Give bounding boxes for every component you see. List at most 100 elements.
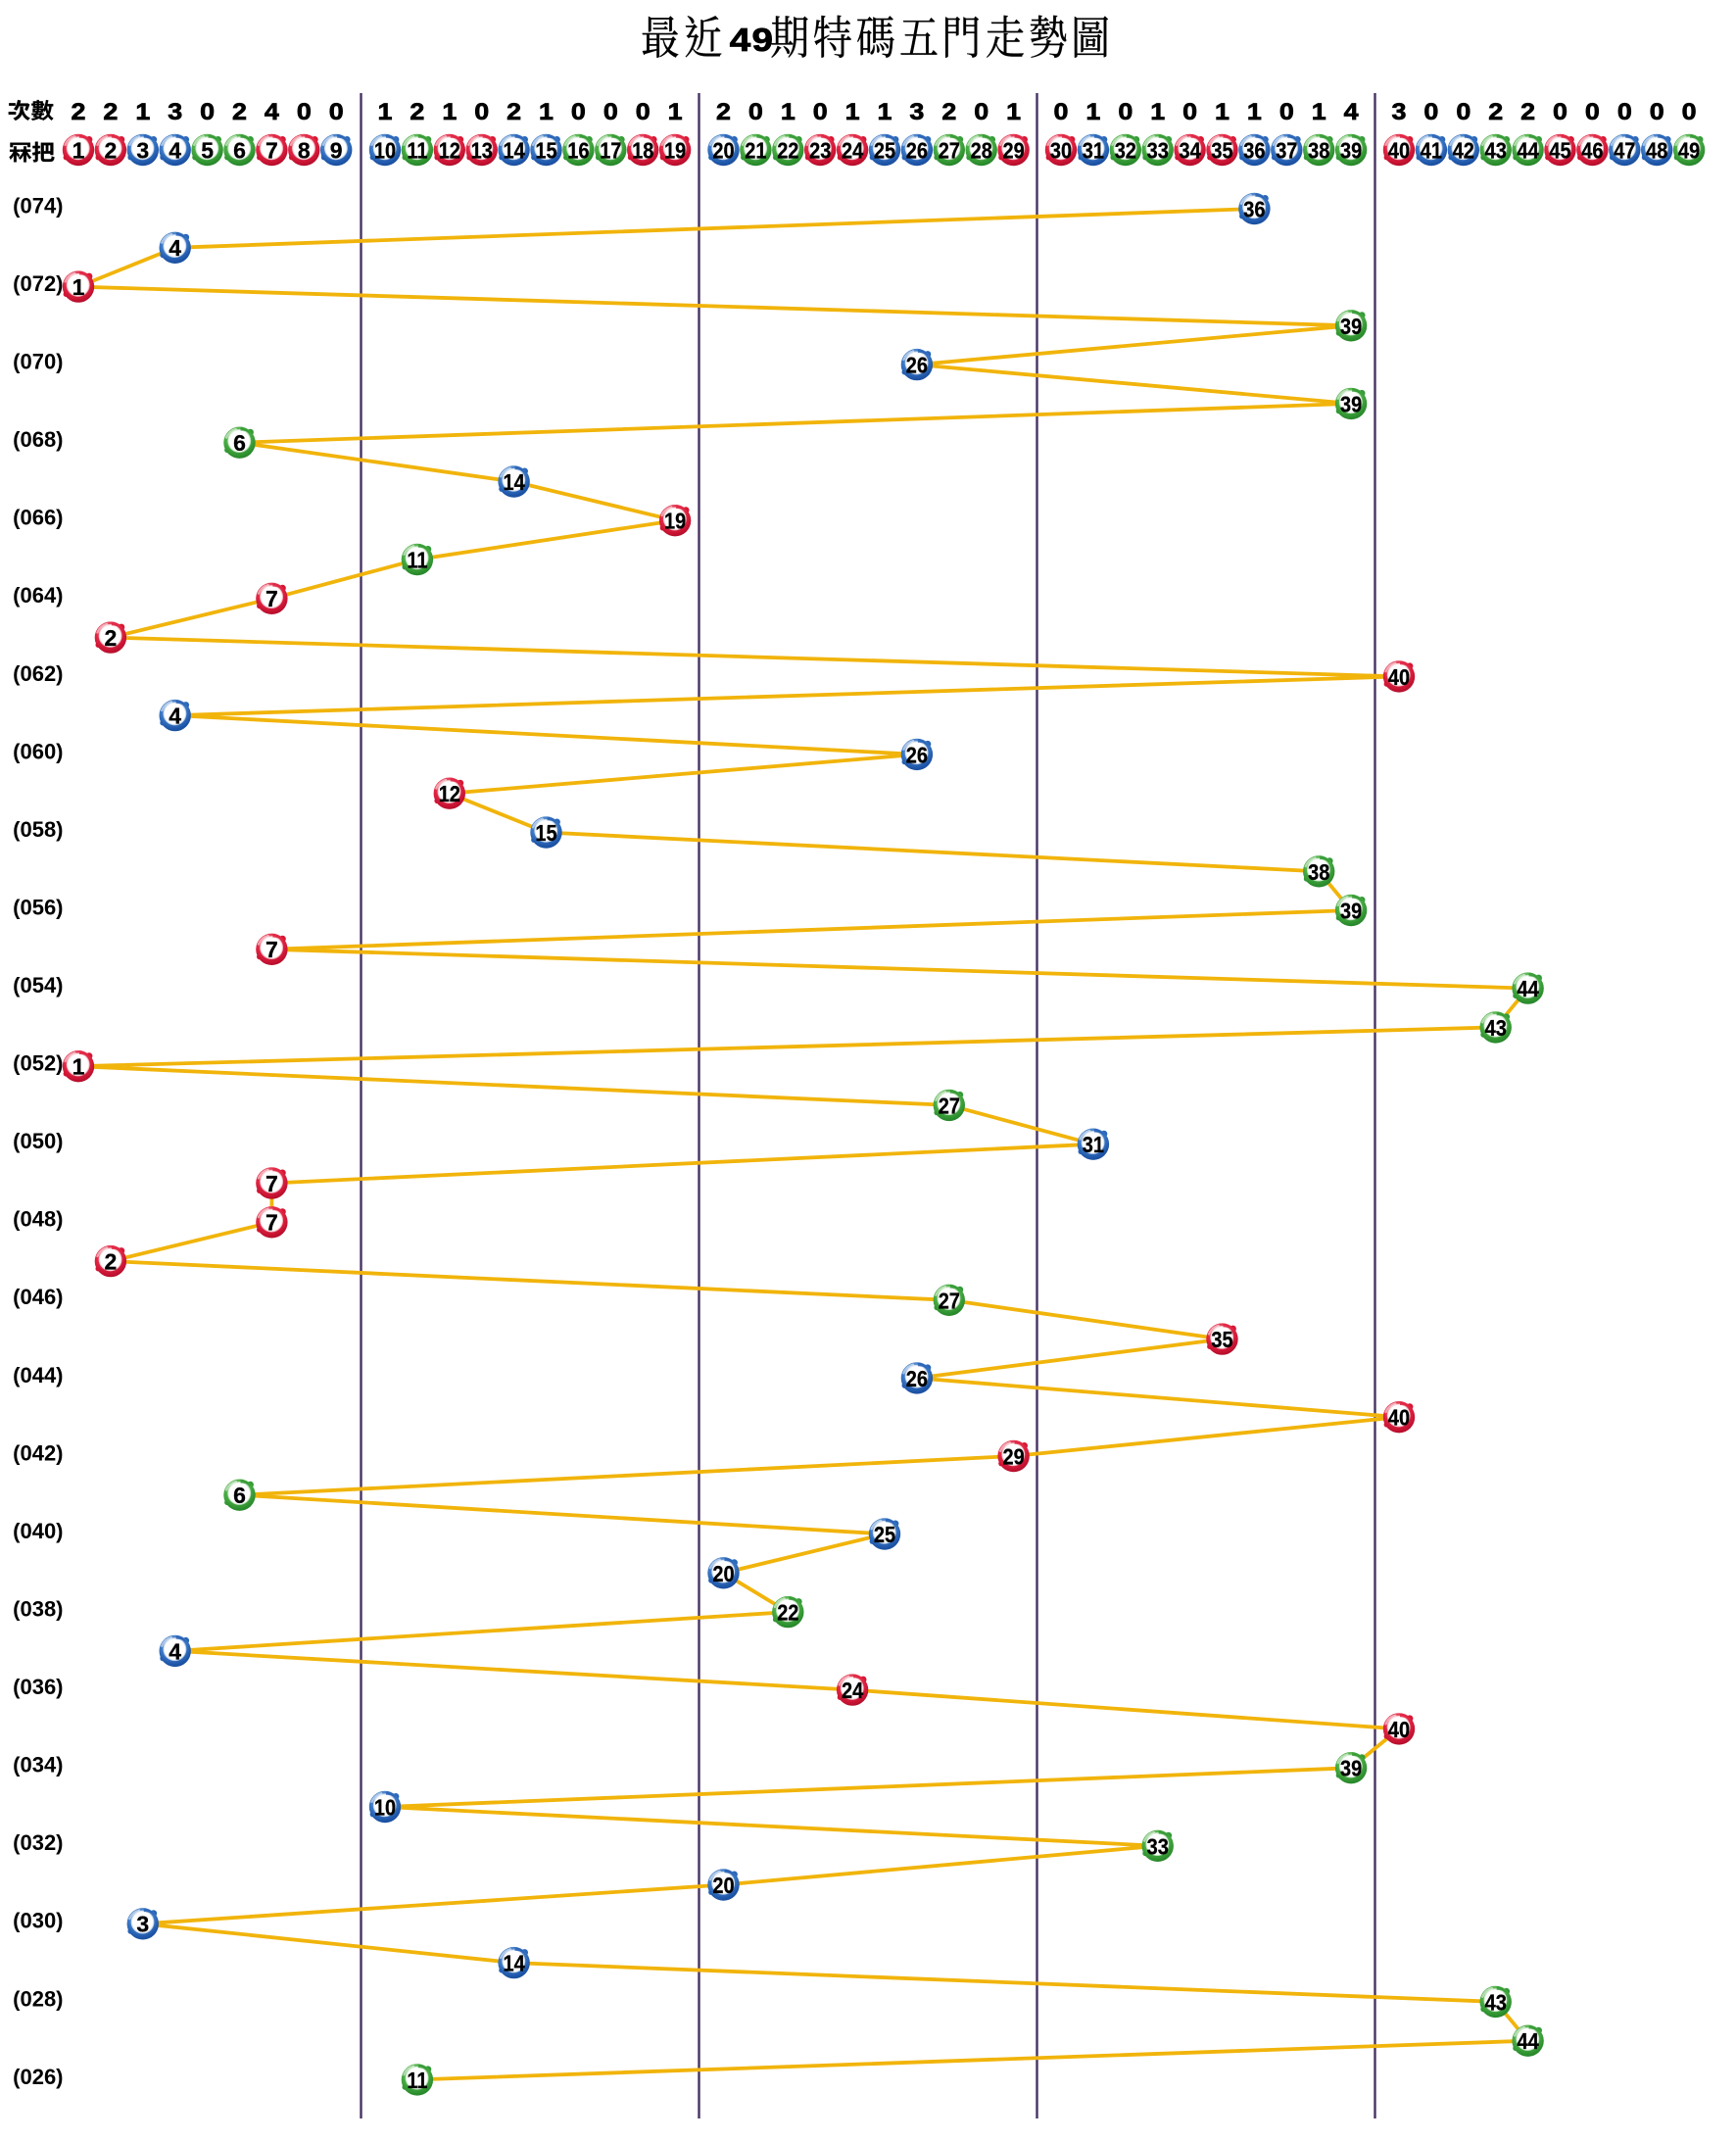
svg-text:0: 0: [1054, 99, 1069, 124]
svg-text:10: 10: [374, 1794, 396, 1821]
svg-text:13: 13: [471, 137, 493, 164]
svg-text:1: 1: [878, 99, 892, 124]
svg-text:11: 11: [407, 547, 427, 573]
svg-text:0: 0: [1682, 99, 1697, 124]
svg-text:1: 1: [1150, 99, 1165, 124]
svg-text:7: 7: [265, 586, 278, 611]
svg-text:9: 9: [752, 22, 773, 59]
svg-text:3: 3: [1392, 99, 1407, 124]
svg-text:24: 24: [842, 137, 863, 164]
svg-text:39: 39: [1340, 313, 1362, 339]
svg-text:36: 36: [1243, 196, 1265, 222]
svg-text:0: 0: [1182, 99, 1197, 124]
svg-text:4: 4: [169, 137, 181, 163]
svg-text:0: 0: [1617, 99, 1632, 124]
svg-text:7: 7: [265, 1171, 278, 1196]
svg-text:42: 42: [1453, 137, 1474, 164]
svg-text:35: 35: [1211, 1327, 1232, 1353]
svg-text:4: 4: [169, 1638, 181, 1664]
svg-text:2: 2: [72, 99, 86, 124]
svg-text:22: 22: [777, 137, 798, 164]
svg-text:0: 0: [748, 99, 763, 124]
svg-text:1: 1: [135, 99, 150, 124]
svg-text:27: 27: [939, 137, 960, 164]
svg-text:(042): (042): [13, 1440, 63, 1465]
svg-text:43: 43: [1485, 1014, 1507, 1041]
svg-text:1: 1: [668, 99, 683, 124]
svg-text:1: 1: [1006, 99, 1021, 124]
svg-text:9: 9: [330, 137, 343, 163]
svg-text:(054): (054): [13, 973, 63, 998]
svg-text:39: 39: [1340, 137, 1362, 164]
svg-text:40: 40: [1388, 137, 1410, 164]
svg-text:2: 2: [105, 625, 118, 651]
svg-text:38: 38: [1308, 137, 1329, 164]
svg-text:39: 39: [1340, 391, 1362, 417]
svg-text:(062): (062): [13, 661, 63, 686]
svg-text:45: 45: [1549, 137, 1570, 164]
svg-text:(026): (026): [13, 2065, 63, 2089]
svg-text:7: 7: [265, 937, 278, 962]
svg-text:4: 4: [265, 99, 280, 124]
svg-text:(052): (052): [13, 1051, 63, 1076]
svg-text:30: 30: [1050, 137, 1072, 164]
svg-text:36: 36: [1243, 137, 1265, 164]
svg-text:33: 33: [1147, 1833, 1169, 1860]
svg-text:(068): (068): [13, 427, 63, 452]
svg-text:32: 32: [1115, 137, 1136, 164]
svg-text:37: 37: [1276, 137, 1297, 164]
svg-text:48: 48: [1646, 137, 1667, 164]
svg-text:44: 44: [1517, 976, 1538, 1002]
svg-text:(038): (038): [13, 1597, 63, 1622]
svg-text:3: 3: [136, 137, 149, 163]
svg-text:(050): (050): [13, 1129, 63, 1153]
svg-text:12: 12: [439, 781, 460, 807]
svg-text:4: 4: [169, 704, 181, 729]
svg-text:1: 1: [72, 274, 85, 300]
svg-text:29: 29: [1002, 1443, 1024, 1470]
svg-text:40: 40: [1388, 663, 1410, 690]
svg-text:25: 25: [874, 137, 895, 164]
svg-text:(060): (060): [13, 739, 63, 763]
svg-text:1: 1: [781, 99, 796, 124]
svg-text:3: 3: [168, 99, 182, 124]
svg-text:7: 7: [265, 137, 278, 163]
svg-text:41: 41: [1421, 137, 1442, 164]
svg-text:11: 11: [407, 137, 427, 164]
svg-text:(070): (070): [13, 350, 63, 374]
svg-text:0: 0: [1585, 99, 1600, 124]
svg-text:1: 1: [539, 99, 554, 124]
svg-text:27: 27: [939, 1288, 960, 1314]
svg-text:(072): (072): [13, 271, 63, 296]
svg-text:8: 8: [298, 137, 311, 163]
svg-text:(064): (064): [13, 583, 63, 608]
svg-text:16: 16: [567, 137, 589, 164]
svg-text:1: 1: [72, 137, 85, 163]
svg-text:26: 26: [906, 137, 928, 164]
svg-text:0: 0: [603, 99, 618, 124]
svg-text:1: 1: [442, 99, 457, 124]
svg-text:(048): (048): [13, 1207, 63, 1232]
svg-text:1: 1: [1312, 99, 1326, 124]
svg-text:0: 0: [1279, 99, 1294, 124]
svg-text:15: 15: [535, 137, 556, 164]
svg-text:1: 1: [1215, 99, 1230, 124]
svg-text:40: 40: [1388, 1404, 1410, 1431]
svg-text:31: 31: [1083, 137, 1104, 164]
svg-text:39: 39: [1340, 898, 1362, 924]
svg-text:27: 27: [939, 1093, 960, 1119]
svg-text:2: 2: [506, 99, 521, 124]
svg-text:(032): (032): [13, 1830, 63, 1855]
svg-text:3: 3: [909, 99, 924, 124]
svg-text:40: 40: [1388, 1716, 1410, 1742]
svg-text:2: 2: [105, 1249, 118, 1275]
svg-text:10: 10: [374, 137, 396, 164]
svg-text:5: 5: [201, 137, 214, 163]
svg-text:20: 20: [712, 1560, 734, 1586]
svg-text:0: 0: [636, 99, 651, 124]
svg-text:1: 1: [1247, 99, 1262, 124]
svg-text:6: 6: [233, 137, 246, 163]
svg-text:19: 19: [664, 137, 686, 164]
svg-text:31: 31: [1083, 1132, 1104, 1158]
svg-text:20: 20: [712, 137, 734, 164]
